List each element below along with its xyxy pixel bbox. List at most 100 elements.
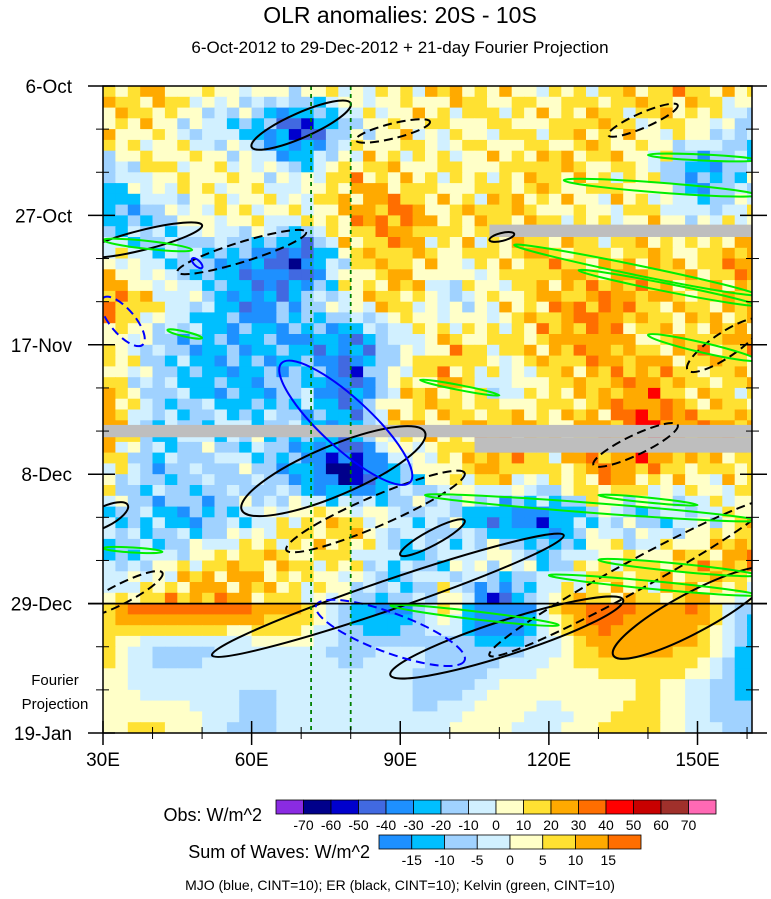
heatmap-cell xyxy=(301,150,315,163)
heatmap-cell xyxy=(375,679,389,691)
heatmap-cell xyxy=(672,387,686,400)
heatmap-cell xyxy=(610,463,624,475)
heatmap-cell xyxy=(202,452,216,464)
heatmap-cell xyxy=(338,269,352,281)
legend-footer: MJO (blue, CINT=10); ER (black, CINT=10)… xyxy=(185,877,615,893)
heatmap-cell xyxy=(573,161,587,173)
heatmap-cell xyxy=(177,538,191,551)
heatmap-cell xyxy=(127,183,141,195)
heatmap-cell xyxy=(598,355,612,367)
heatmap-cell xyxy=(387,204,401,216)
heatmap-cell xyxy=(189,679,203,691)
heatmap-cell xyxy=(103,258,116,270)
heatmap-cell xyxy=(375,387,389,400)
heatmap-cell xyxy=(648,301,661,314)
heatmap-cell xyxy=(709,517,723,529)
heatmap-cell xyxy=(747,247,752,260)
heatmap-cell xyxy=(140,323,154,335)
heatmap-cell xyxy=(437,129,451,141)
heatmap-cell xyxy=(487,722,500,733)
heatmap-cell xyxy=(164,204,178,216)
heatmap-cell xyxy=(313,635,327,648)
heatmap-cell xyxy=(350,679,364,691)
heatmap-cell xyxy=(610,538,624,551)
heatmap-cell xyxy=(437,247,451,260)
heatmap-cell xyxy=(474,118,488,130)
heatmap-cell xyxy=(363,495,377,508)
heatmap-cell xyxy=(325,625,339,637)
heatmap-cell xyxy=(747,86,752,98)
heatmap-cell xyxy=(536,538,550,551)
heatmap-cell xyxy=(709,377,723,389)
heatmap-cell xyxy=(586,700,599,712)
heatmap-cell xyxy=(164,258,178,270)
heatmap-cell xyxy=(251,280,265,292)
heatmap-cell xyxy=(202,334,216,346)
heatmap-cell xyxy=(462,161,476,173)
heatmap-cell xyxy=(499,485,513,497)
heatmap-cell xyxy=(586,344,599,357)
heatmap-cell xyxy=(425,366,438,378)
heatmap-cell xyxy=(363,646,377,659)
heatmap-cell xyxy=(264,700,277,712)
heatmap-cell xyxy=(387,592,401,605)
heatmap-cell xyxy=(412,485,426,497)
heatmap-cell xyxy=(511,495,525,508)
heatmap-cell xyxy=(400,668,414,680)
heatmap-cell xyxy=(288,646,302,659)
heatmap-cell xyxy=(387,269,401,281)
er-contour xyxy=(488,231,516,243)
heatmap-cell xyxy=(685,247,699,260)
heatmap-cell xyxy=(548,269,562,281)
heatmap-cell xyxy=(214,204,228,216)
heatmap-cell xyxy=(610,409,624,421)
colorbar-box xyxy=(660,799,689,815)
heatmap-cell xyxy=(152,657,166,669)
heatmap-cell xyxy=(561,96,575,109)
heatmap-cell xyxy=(747,312,752,324)
heatmap-cell xyxy=(387,172,401,184)
heatmap-cell xyxy=(325,679,339,691)
heatmap-cell xyxy=(363,204,377,216)
heatmap-cell xyxy=(264,549,277,562)
heatmap-cell xyxy=(672,689,686,702)
heatmap-cell xyxy=(338,387,352,400)
heatmap-cell xyxy=(437,96,451,109)
heatmap-cell xyxy=(264,614,277,626)
heatmap-cell xyxy=(127,722,141,733)
heatmap-cell xyxy=(734,506,748,518)
heatmap-cell xyxy=(164,193,178,206)
heatmap-cell xyxy=(127,96,141,109)
heatmap-cell xyxy=(239,258,253,270)
heatmap-cell xyxy=(226,571,240,583)
heatmap-cell xyxy=(214,237,228,249)
heatmap-cell xyxy=(313,506,327,518)
heatmap-cell xyxy=(573,86,587,98)
heatmap-cell xyxy=(722,474,736,486)
heatmap-cell xyxy=(338,689,352,702)
heatmap-cell xyxy=(164,452,178,464)
heatmap-cell xyxy=(214,700,228,712)
heatmap-cell xyxy=(301,258,315,270)
heatmap-cell xyxy=(251,96,265,109)
heatmap-cell xyxy=(722,517,736,529)
heatmap-cell xyxy=(152,646,166,659)
heatmap-cell xyxy=(164,290,178,303)
heatmap-cell xyxy=(127,366,141,378)
heatmap-cell xyxy=(734,204,748,216)
heatmap-cell xyxy=(462,312,476,324)
heatmap-cell xyxy=(412,172,426,184)
heatmap-cell xyxy=(103,582,116,594)
kelvin-contour xyxy=(389,603,560,627)
heatmap-cell xyxy=(350,474,364,486)
heatmap-cell xyxy=(437,237,451,249)
heatmap-cell xyxy=(672,301,686,314)
heatmap-cell xyxy=(164,528,178,540)
heatmap-cell xyxy=(338,398,352,411)
heatmap-cell xyxy=(734,129,748,141)
heatmap-cell xyxy=(400,722,414,733)
heatmap-cell xyxy=(313,474,327,486)
heatmap-cell xyxy=(251,150,265,163)
heatmap-cell xyxy=(164,150,178,163)
heatmap-cell xyxy=(499,463,513,475)
